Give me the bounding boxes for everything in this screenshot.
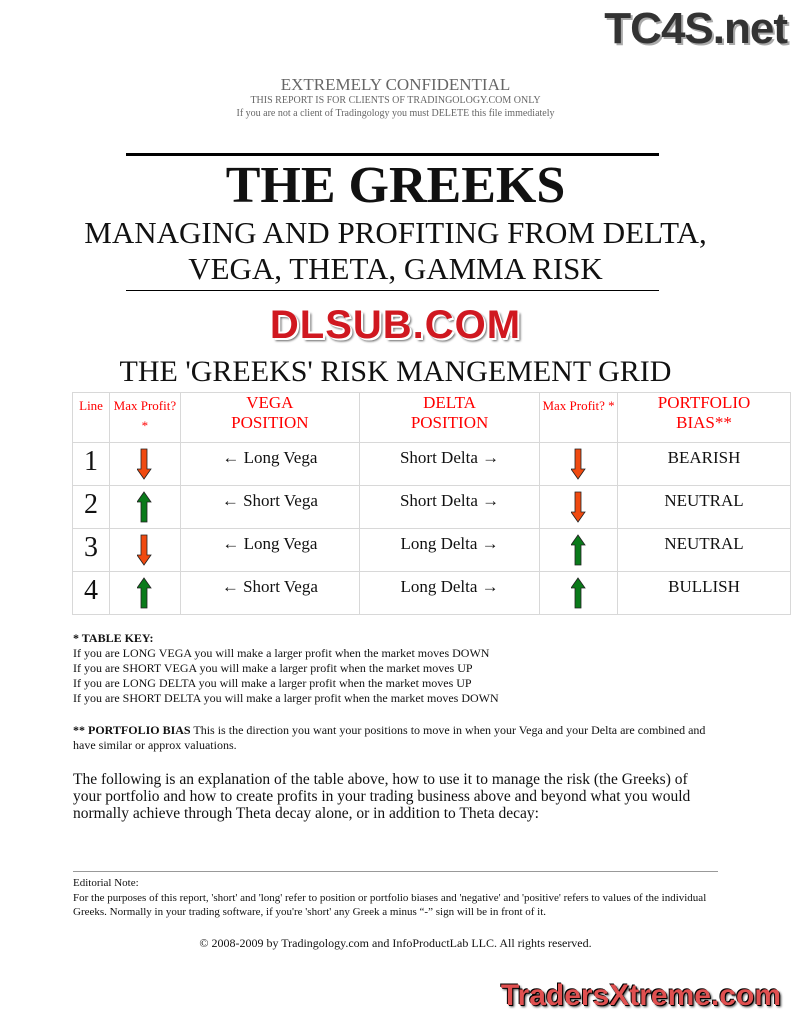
vega-position: ← Short Vega — [179, 485, 361, 529]
arrow-up-icon — [137, 491, 153, 523]
subtitle-1: MANAGING AND PROFITING FROM DELTA, — [84, 215, 707, 250]
confidential-line2: If you are not a client of Tradingology … — [236, 108, 555, 119]
arrow-down-icon — [571, 448, 586, 480]
title-rule-top — [126, 153, 659, 156]
line-number: 2 — [71, 485, 111, 529]
header-max-profit-2: Max Profit? * — [539, 392, 619, 443]
intro-paragraph: The following is an explanation of the t… — [73, 771, 691, 822]
arrow-down-icon — [571, 491, 586, 523]
arrow-up-icon — [137, 577, 153, 609]
portfolio-bias: NEUTRAL — [617, 485, 791, 529]
arrow-up-icon — [571, 534, 586, 566]
watermark-tradersxtreme: TradersXtreme.com — [500, 979, 781, 1012]
risk-grid-table: Line Max Profit? * VEGA POSITION DELTA P… — [71, 392, 791, 615]
table-key-line: If you are SHORT DELTA you will make a l… — [73, 691, 499, 705]
table-key-line: If you are LONG VEGA you will make a lar… — [73, 646, 490, 660]
vega-max-profit — [109, 571, 181, 615]
bias-note-text: This is the direction you want your posi… — [73, 723, 706, 752]
header-line: Line — [71, 392, 111, 443]
title-rule-bottom — [126, 290, 659, 291]
portfolio-bias: NEUTRAL — [617, 528, 791, 572]
table-row: 4 ← Short Vega Long Delta → BULLISH — [71, 571, 791, 615]
vega-position: ← Long Vega — [179, 528, 361, 572]
table-row: 2 ← Short Vega Short Delta → NEUTRAL — [71, 485, 791, 529]
vega-max-profit — [109, 528, 181, 572]
delta-position: Long Delta → — [359, 528, 541, 572]
watermark-dlsub: DLSUB.COM — [269, 303, 522, 347]
delta-position: Long Delta → — [359, 571, 541, 615]
table-row: 3 ← Long Vega Long Delta → NEUTRAL — [71, 528, 791, 572]
table-key-line: If you are SHORT VEGA you will make a la… — [73, 661, 473, 675]
subtitle-2: VEGA, THETA, GAMMA RISK — [188, 251, 603, 286]
portfolio-bias-note: ** PORTFOLIO BIAS This is the direction … — [73, 723, 713, 753]
header-vega: VEGA POSITION — [179, 392, 361, 443]
line-number: 3 — [71, 528, 111, 572]
vega-max-profit — [109, 485, 181, 529]
table-key: * TABLE KEY: If you are LONG VEGA you wi… — [73, 631, 499, 706]
delta-position: Short Delta → — [359, 442, 541, 486]
table-row: 1 ← Long Vega Short Delta → BEARISH — [71, 442, 791, 486]
confidential-line1: THIS REPORT IS FOR CLIENTS OF TRADINGOLO… — [250, 95, 541, 106]
arrow-up-icon — [571, 577, 586, 609]
vega-max-profit — [109, 442, 181, 486]
line-number: 1 — [71, 442, 111, 486]
portfolio-bias: BEARISH — [617, 442, 791, 486]
delta-max-profit — [539, 485, 619, 529]
delta-max-profit — [539, 442, 619, 486]
delta-max-profit — [539, 571, 619, 615]
delta-position: Short Delta → — [359, 485, 541, 529]
editorial-title: Editorial Note: — [73, 877, 139, 889]
table-header-row: Line Max Profit? * VEGA POSITION DELTA P… — [71, 392, 791, 443]
portfolio-bias: BULLISH — [617, 571, 791, 615]
vega-position: ← Long Vega — [179, 442, 361, 486]
table-key-line: If you are LONG DELTA you will make a la… — [73, 676, 472, 690]
delta-max-profit — [539, 528, 619, 572]
editorial-text: For the purposes of this report, 'short'… — [73, 892, 707, 918]
grid-title: THE 'GREEKS' RISK MANGEMENT GRID — [119, 355, 672, 388]
vega-position: ← Short Vega — [179, 571, 361, 615]
editorial-rule — [73, 871, 718, 872]
copyright: © 2008-2009 by Tradingology.com and Info… — [199, 936, 592, 950]
page-title: THE GREEKS — [225, 157, 566, 214]
arrow-down-icon — [137, 448, 153, 480]
header-delta: DELTA POSITION — [359, 392, 541, 443]
table-key-title: * TABLE KEY: — [73, 631, 154, 645]
header-bias: PORTFOLIO BIAS** — [617, 392, 791, 443]
bias-note-label: ** PORTFOLIO BIAS — [73, 723, 191, 737]
confidential-label: EXTREMELY CONFIDENTIAL — [280, 75, 511, 94]
header-max-profit: Max Profit? * — [109, 392, 181, 443]
watermark-tc4s: TC4S.net — [604, 4, 788, 53]
arrow-down-icon — [137, 534, 153, 566]
line-number: 4 — [71, 571, 111, 615]
